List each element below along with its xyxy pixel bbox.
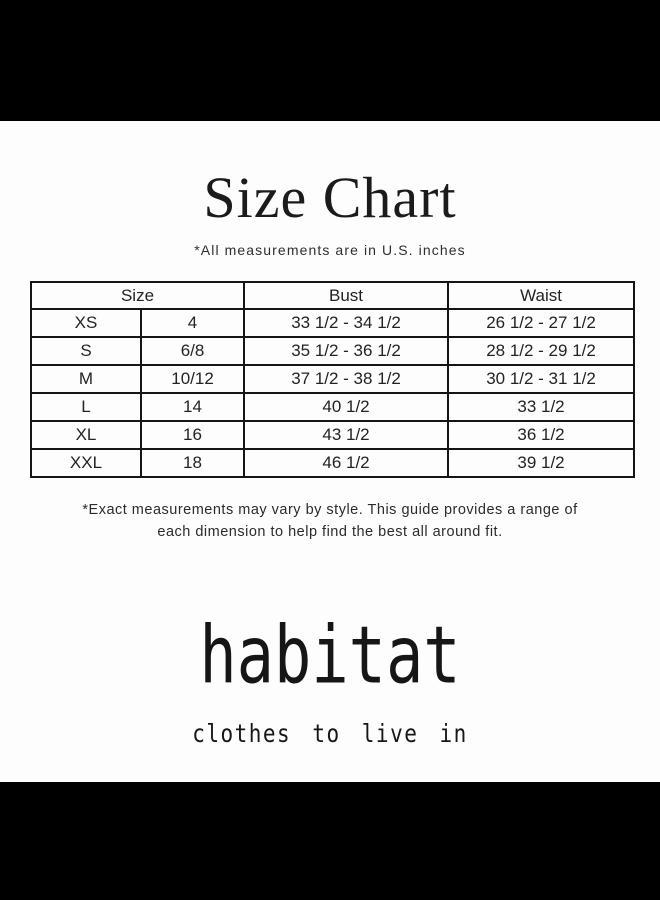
column-header-waist: Waist <box>447 281 636 310</box>
bust-cell: 35 1/2 - 36 1/2 <box>243 336 450 366</box>
size-number-cell: 6/8 <box>139 336 246 366</box>
waist-cell: 26 1/2 - 27 1/2 <box>447 308 636 338</box>
fit-disclaimer: *Exact measurements may vary by style. T… <box>0 499 660 543</box>
size-label-cell: L <box>30 392 142 422</box>
size-number-cell: 18 <box>139 448 246 478</box>
table-row: L 14 40 1/2 33 1/2 <box>30 392 636 422</box>
bust-cell: 46 1/2 <box>243 448 450 478</box>
size-number-cell: 10/12 <box>139 364 246 394</box>
waist-cell: 28 1/2 - 29 1/2 <box>447 336 636 366</box>
table-row: XL 16 43 1/2 36 1/2 <box>30 420 636 450</box>
page-title: Size Chart <box>203 165 457 230</box>
size-label-cell: M <box>30 364 142 394</box>
size-guide-canvas: Size Chart *All measurements are in U.S.… <box>0 121 660 782</box>
table-row: S 6/8 35 1/2 - 36 1/2 28 1/2 - 29 1/2 <box>30 336 636 366</box>
size-number-cell: 4 <box>139 308 246 338</box>
waist-cell: 39 1/2 <box>447 448 636 478</box>
table-row: XXL 18 46 1/2 39 1/2 <box>30 448 636 478</box>
size-number-cell: 16 <box>139 420 246 450</box>
fit-disclaimer-line2: each dimension to help find the best all… <box>157 524 503 540</box>
table-row: M 10/12 37 1/2 - 38 1/2 30 1/2 - 31 1/2 <box>30 364 636 394</box>
bust-cell: 43 1/2 <box>243 420 450 450</box>
size-label-cell: XS <box>30 308 142 338</box>
brand-wordmark: habitat <box>199 608 461 702</box>
column-header-size: Size <box>29 281 246 310</box>
size-label-cell: XL <box>30 420 142 450</box>
waist-cell: 36 1/2 <box>447 420 636 450</box>
bust-cell: 40 1/2 <box>243 392 450 422</box>
measurement-unit-note: *All measurements are in U.S. inches <box>194 242 466 258</box>
size-label-cell: S <box>30 336 142 366</box>
fit-disclaimer-line1: *Exact measurements may vary by style. T… <box>82 502 578 518</box>
brand-tagline: clothes to live in <box>192 719 468 748</box>
size-label-cell: XXL <box>30 448 142 478</box>
bust-cell: 37 1/2 - 38 1/2 <box>243 364 450 394</box>
letterbox-top <box>0 0 660 121</box>
letterbox-bottom <box>0 782 660 900</box>
brand-logo: habitat clothes to live in <box>0 608 660 748</box>
size-chart-table: Size Bust Waist XS 4 33 1/2 - 34 1/2 26 … <box>29 281 636 478</box>
table-header-row: Size Bust Waist <box>29 281 636 310</box>
column-header-bust: Bust <box>243 281 450 310</box>
waist-cell: 33 1/2 <box>447 392 636 422</box>
size-number-cell: 14 <box>139 392 246 422</box>
waist-cell: 30 1/2 - 31 1/2 <box>447 364 636 394</box>
bust-cell: 33 1/2 - 34 1/2 <box>243 308 450 338</box>
table-row: XS 4 33 1/2 - 34 1/2 26 1/2 - 27 1/2 <box>30 308 636 338</box>
